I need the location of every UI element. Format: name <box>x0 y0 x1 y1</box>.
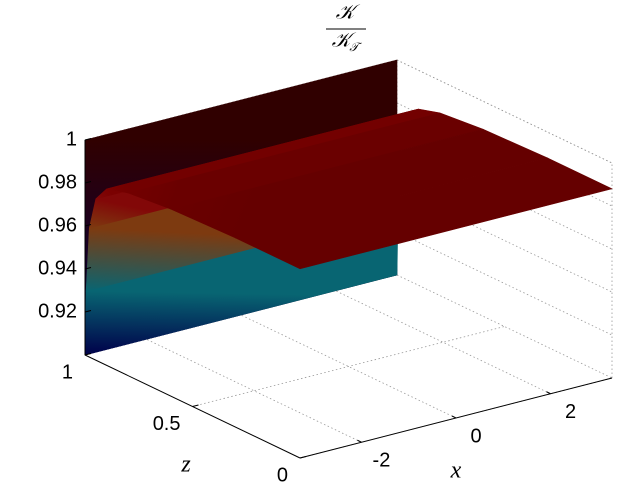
grid-line <box>335 290 551 395</box>
x-axis <box>299 377 613 459</box>
z-tick-label: 1 <box>62 361 73 383</box>
x-label: x <box>450 458 462 484</box>
box-edge <box>396 274 613 379</box>
x-tick-label: -2 <box>373 450 391 472</box>
z-tick-label: 0 <box>277 464 288 486</box>
y-tick-label: 0.98 <box>38 171 77 193</box>
y-tick <box>84 181 92 184</box>
surface-strip <box>234 157 613 270</box>
axes: 0.92 0.94 0.96 0.98 1 -2 0 2 0 0.5 1 <box>38 128 613 486</box>
z-tick-label: 0.5 <box>153 413 181 435</box>
y-tick-label: 0.94 <box>38 257 77 279</box>
y-tick <box>84 224 92 227</box>
y-tick-label: 1 <box>66 128 77 150</box>
y-tick <box>84 138 92 141</box>
y-tick <box>84 267 92 270</box>
surface <box>84 59 613 356</box>
z-label: z <box>180 452 191 478</box>
y-tick-label: 0.92 <box>38 300 77 322</box>
y-tick <box>84 310 92 313</box>
y-label-numerator: 𝒦 <box>336 2 361 24</box>
y-tick-label: 0.96 <box>38 214 77 236</box>
z-tick <box>84 353 92 356</box>
y-label-subscript: 𝒯 <box>349 40 362 54</box>
grid-line <box>192 326 505 407</box>
x-tick-label: 0 <box>470 425 481 447</box>
z-axis <box>84 354 301 459</box>
z-tick <box>192 404 199 407</box>
grid-line <box>396 231 613 336</box>
x-tick-label: 2 <box>565 401 576 423</box>
